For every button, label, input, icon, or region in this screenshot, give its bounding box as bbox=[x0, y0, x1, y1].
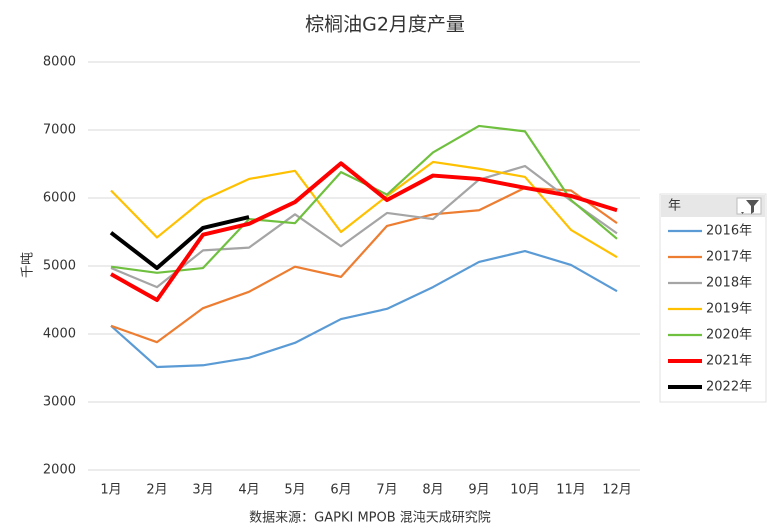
y-tick-label: 3000 bbox=[43, 395, 76, 410]
legend-label: 2022年 bbox=[706, 380, 752, 395]
legend-label: 2020年 bbox=[706, 328, 752, 343]
series-line bbox=[110, 186, 618, 344]
filter-icon bbox=[741, 200, 759, 214]
x-tick-label: 2月 bbox=[146, 483, 167, 498]
y-tick-label: 7000 bbox=[43, 123, 76, 138]
x-tick-label: 8月 bbox=[422, 483, 443, 498]
x-tick-label: 4月 bbox=[238, 483, 259, 498]
x-tick-label: 7月 bbox=[376, 483, 397, 498]
y-tick-label: 6000 bbox=[43, 191, 76, 206]
chart-title: 棕榈油G2月度产量 bbox=[305, 14, 465, 36]
series-line bbox=[109, 215, 250, 271]
x-tick-label: 11月 bbox=[556, 483, 586, 498]
series-line bbox=[110, 249, 618, 369]
legend-label: 2017年 bbox=[706, 250, 752, 265]
y-tick-label: 5000 bbox=[43, 259, 76, 274]
series-line bbox=[110, 161, 618, 302]
legend-label: 2019年 bbox=[706, 302, 752, 317]
series-line bbox=[110, 160, 618, 259]
source: 数据来源：GAPKI MPOB 混沌天成研究院 bbox=[249, 511, 491, 526]
y-tick-label: 4000 bbox=[43, 327, 76, 342]
x-tick-label: 9月 bbox=[468, 483, 489, 498]
legend-title: 年 bbox=[668, 199, 681, 214]
x-tick-label: 1月 bbox=[100, 483, 121, 498]
legend-label: 2018年 bbox=[706, 276, 752, 291]
x-tick-label: 5月 bbox=[284, 483, 305, 498]
y-tick-label: 8000 bbox=[43, 55, 76, 70]
legend-label: 2016年 bbox=[706, 224, 752, 239]
legend-box bbox=[659, 193, 767, 403]
legend-label: 2021年 bbox=[706, 354, 752, 369]
x-tick-label: 12月 bbox=[602, 483, 632, 498]
y-axis-label: 千吨 bbox=[21, 252, 36, 278]
x-tick-label: 10月 bbox=[510, 483, 540, 498]
y-tick-label: 2000 bbox=[43, 463, 76, 478]
series-line bbox=[110, 164, 618, 289]
x-tick-label: 3月 bbox=[192, 483, 213, 498]
x-tick-label: 6月 bbox=[330, 483, 351, 498]
